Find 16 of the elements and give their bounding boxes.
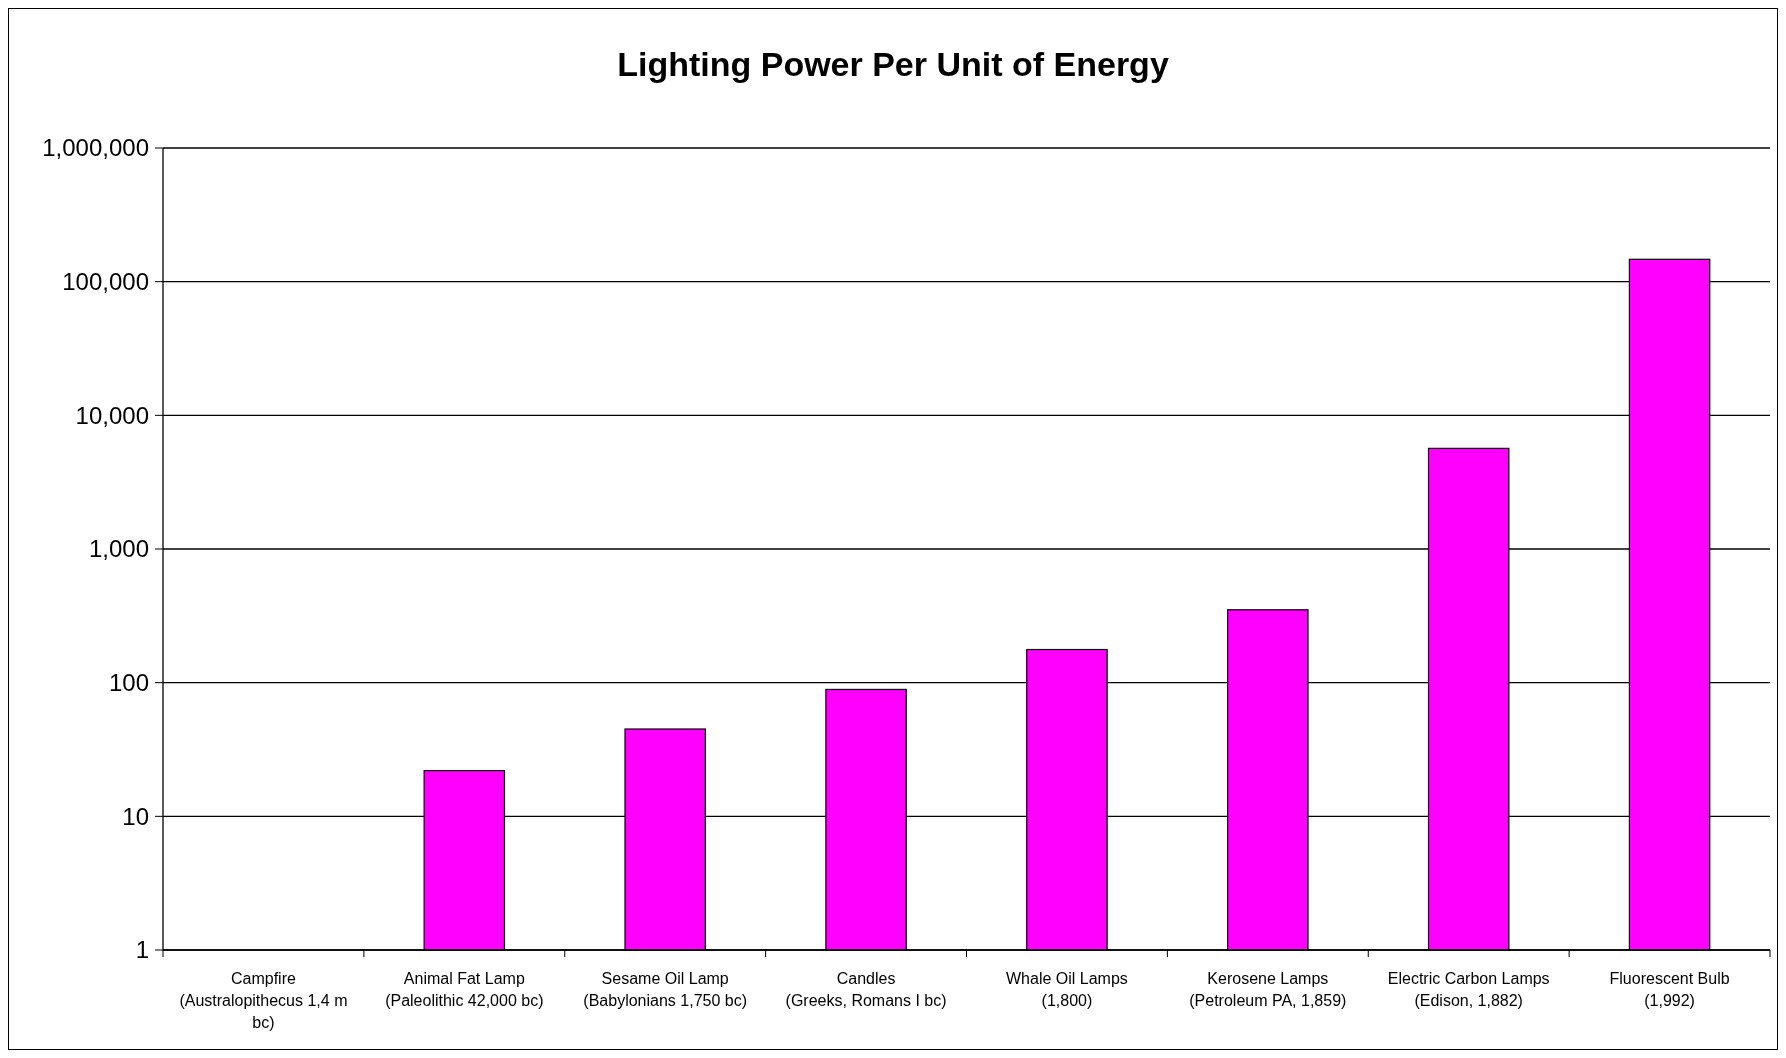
y-tick-label: 1,000 bbox=[88, 535, 149, 563]
y-tick-label: 10 bbox=[122, 802, 149, 830]
x-tick-label: Animal Fat Lamp (Paleolithic 42,000 bc) bbox=[385, 970, 544, 1009]
x-tick-label: Electric Carbon Lamps (Edison, 1,882) bbox=[1387, 970, 1550, 1009]
x-tick-label: Fluorescent Bulb (1,992) bbox=[1609, 970, 1730, 1009]
y-tick-label: 100,000 bbox=[62, 268, 149, 296]
y-tick-label: 1,000,000 bbox=[42, 134, 149, 162]
x-tick-label: Sesame Oil Lamp (Babylonians 1,750 bc) bbox=[583, 970, 748, 1009]
x-tick-label: Campfire (Australopithecus 1,4 m bc) bbox=[179, 970, 348, 1031]
y-tick-label: 100 bbox=[108, 669, 149, 697]
x-tick-label: Candles (Greeks, Romans I bc) bbox=[785, 970, 947, 1009]
y-tick-label: 10,000 bbox=[75, 401, 149, 429]
x-tick-label: Whale Oil Lamps (1,800) bbox=[1006, 970, 1128, 1009]
chart-title: Lighting Power Per Unit of Energy bbox=[617, 45, 1169, 83]
x-tick-label: Kerosene Lamps (Petroleum PA, 1,859) bbox=[1189, 970, 1347, 1009]
y-tick-label: 1 bbox=[135, 936, 149, 964]
